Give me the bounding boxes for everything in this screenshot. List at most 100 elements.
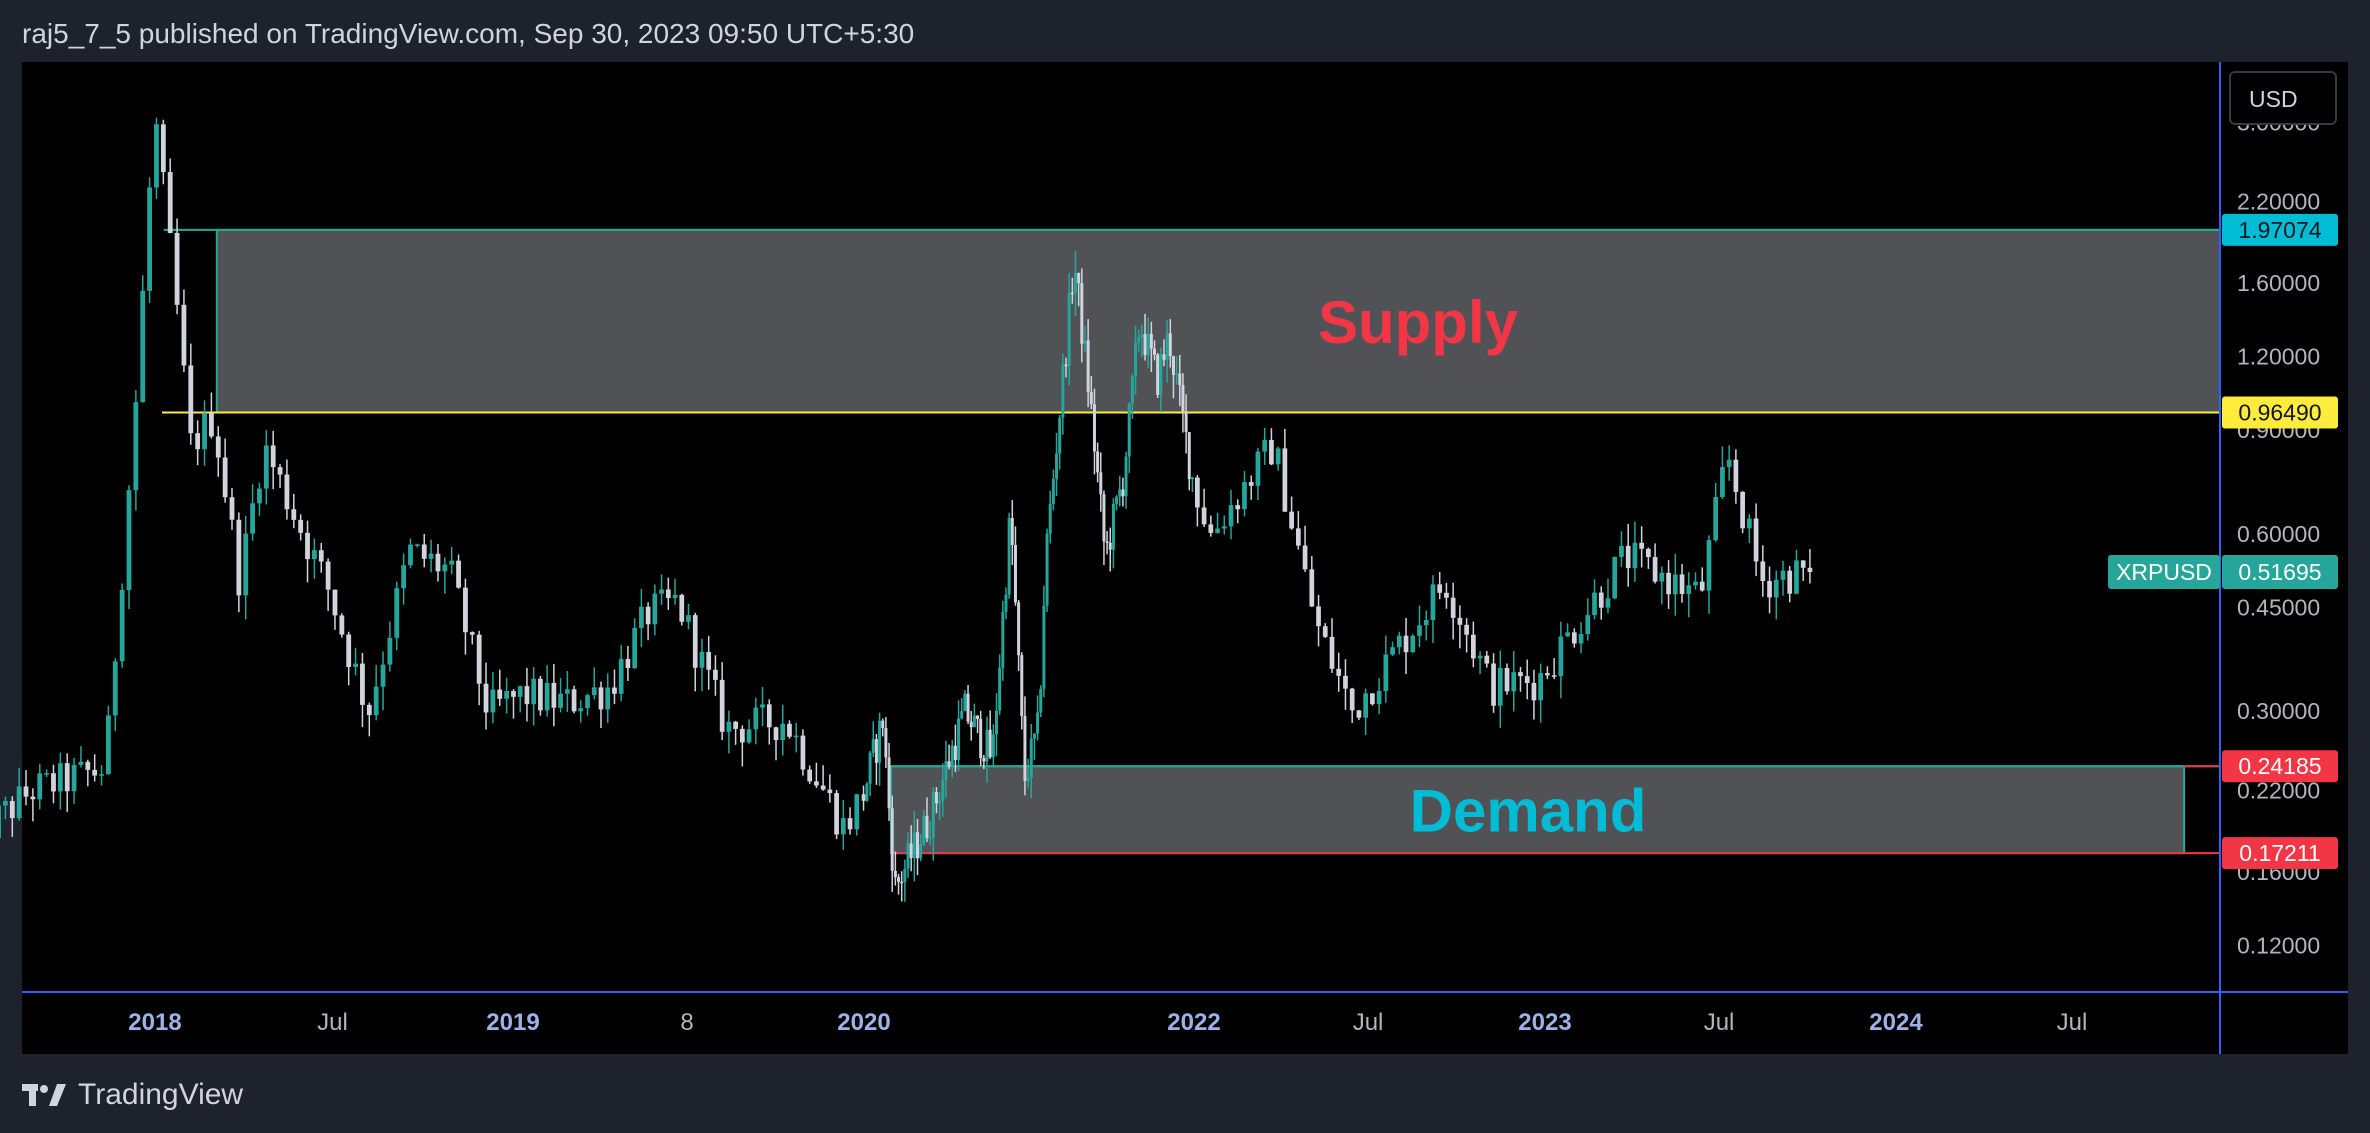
candle bbox=[1746, 514, 1752, 544]
candle bbox=[1504, 663, 1510, 695]
candle-body bbox=[428, 553, 434, 559]
candle bbox=[665, 577, 671, 610]
candle bbox=[919, 834, 923, 862]
candle-body bbox=[1013, 544, 1017, 603]
candle-body bbox=[1437, 584, 1443, 593]
candle bbox=[944, 740, 948, 798]
candle bbox=[1099, 452, 1103, 512]
candle bbox=[903, 859, 907, 902]
candle bbox=[78, 746, 84, 768]
candle-body bbox=[1067, 292, 1071, 366]
candle bbox=[92, 754, 98, 782]
candle-body bbox=[941, 779, 945, 801]
price-label: 0.96490 bbox=[2222, 396, 2338, 429]
candle bbox=[497, 669, 503, 706]
candle-body bbox=[890, 808, 894, 871]
demand-label: Demand bbox=[1410, 778, 1647, 845]
candle bbox=[1720, 446, 1725, 500]
candle-body bbox=[257, 488, 262, 504]
candle-body bbox=[820, 785, 826, 790]
candle-body bbox=[154, 124, 159, 188]
candle-body bbox=[1121, 489, 1125, 497]
candle bbox=[222, 438, 228, 503]
candle bbox=[1073, 251, 1077, 317]
candle-body bbox=[1417, 625, 1422, 636]
candle-body bbox=[1020, 655, 1024, 717]
candle-body bbox=[1165, 333, 1169, 360]
candle bbox=[972, 703, 976, 728]
candle bbox=[988, 710, 992, 759]
candle bbox=[893, 851, 897, 886]
candle bbox=[476, 630, 482, 706]
candle bbox=[1127, 402, 1131, 473]
time-axis[interactable]: 2018 Jul 2019 8 2020 2022 Jul 2023 Jul 2024 Jul bbox=[128, 1009, 2087, 1036]
candle bbox=[925, 797, 929, 843]
price-label: 1.97074 bbox=[2222, 213, 2338, 246]
candle bbox=[1679, 564, 1685, 603]
candle bbox=[1228, 489, 1234, 540]
candle-body bbox=[517, 686, 523, 697]
candle bbox=[188, 343, 194, 445]
candle-body bbox=[1102, 494, 1106, 542]
candle-body bbox=[0, 805, 1, 839]
candle-body bbox=[551, 682, 557, 708]
candle-body bbox=[878, 720, 882, 763]
candle-body bbox=[1023, 716, 1027, 781]
candle bbox=[558, 678, 563, 713]
candle bbox=[793, 722, 799, 753]
candle-body bbox=[305, 532, 310, 560]
candle bbox=[625, 645, 631, 682]
candle-body bbox=[814, 781, 819, 786]
candle bbox=[1585, 598, 1591, 641]
candle-body bbox=[625, 659, 631, 668]
zones-layer: Supply Demand bbox=[162, 228, 2222, 855]
currency-button[interactable]: USD bbox=[2229, 71, 2337, 125]
candle bbox=[1356, 710, 1362, 721]
candle bbox=[934, 787, 938, 814]
price-label-bg bbox=[2222, 750, 2338, 783]
candle bbox=[686, 604, 691, 630]
candle bbox=[1329, 618, 1335, 673]
candle bbox=[976, 715, 980, 734]
candle-body bbox=[692, 615, 698, 668]
candle bbox=[360, 652, 365, 728]
time-axis-panel[interactable] bbox=[22, 992, 2348, 1054]
candle bbox=[1051, 469, 1055, 511]
candle bbox=[985, 716, 989, 783]
candle-body bbox=[531, 678, 537, 705]
candle-body bbox=[1538, 673, 1544, 701]
candle bbox=[1020, 652, 1024, 730]
candle-body bbox=[950, 745, 954, 768]
candle-body bbox=[1195, 477, 1200, 508]
candle bbox=[1484, 651, 1490, 668]
candle-body bbox=[953, 745, 957, 761]
candle-body bbox=[1578, 634, 1584, 644]
candle-body bbox=[1073, 272, 1077, 293]
candle bbox=[195, 420, 201, 466]
candle-body bbox=[998, 667, 1002, 711]
candle bbox=[394, 581, 400, 651]
candle bbox=[884, 717, 888, 769]
candle-body bbox=[773, 727, 779, 741]
candle bbox=[1208, 515, 1214, 537]
candle-body bbox=[1430, 584, 1436, 621]
price-tick-label: 2.20000 bbox=[2237, 189, 2320, 215]
candle-body bbox=[947, 761, 951, 768]
candle bbox=[112, 658, 118, 732]
candle-body bbox=[1497, 668, 1503, 706]
candle bbox=[1221, 515, 1227, 535]
price-tick-label: 0.45000 bbox=[2237, 594, 2320, 620]
price-label: 0.17211 bbox=[2222, 837, 2338, 870]
candle-body bbox=[463, 587, 468, 633]
candle-body bbox=[1511, 672, 1517, 692]
candle-body bbox=[1010, 517, 1014, 545]
candle-body bbox=[571, 689, 577, 712]
candle-body bbox=[1042, 605, 1046, 689]
candle-body bbox=[919, 844, 923, 859]
candle-body bbox=[1484, 655, 1490, 664]
candle-body bbox=[1336, 668, 1342, 676]
candle-body bbox=[1363, 693, 1369, 718]
last-price-text: 0.51695 bbox=[2238, 559, 2321, 585]
candle bbox=[659, 574, 664, 605]
